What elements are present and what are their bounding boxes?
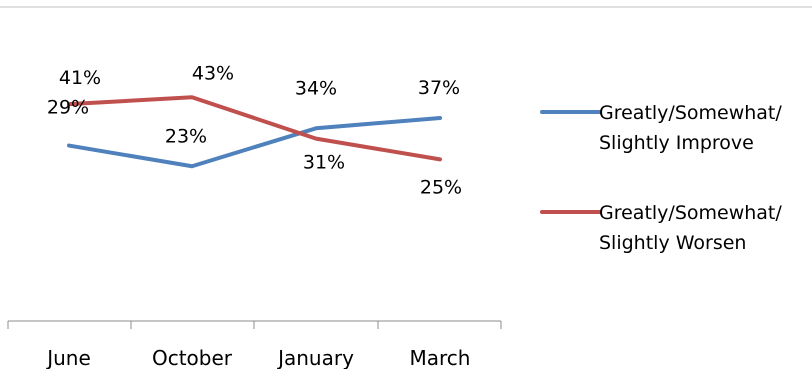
data-label: 34%: [295, 77, 337, 99]
legend-label: Slightly Improve: [599, 132, 754, 154]
data-label: 25%: [420, 176, 462, 198]
legend-label: Greatly/Somewhat/: [599, 202, 782, 224]
data-labels: 29% 23% 34% 37% 41% 43% 31% 25%: [47, 62, 462, 198]
x-axis: June October January March: [7, 320, 502, 369]
data-label: 29%: [47, 97, 89, 119]
x-tick-label: October: [152, 346, 233, 369]
data-label: 31%: [303, 152, 345, 174]
data-label: 43%: [192, 62, 234, 84]
series-line-improve: [67, 115, 442, 169]
x-tick-label: March: [410, 346, 471, 369]
data-label: 37%: [418, 77, 460, 99]
series-line-worsen: [67, 95, 442, 162]
legend-label: Greatly/Somewhat/: [599, 102, 782, 124]
legend-label: Slightly Worsen: [599, 232, 746, 254]
data-label: 41%: [59, 67, 101, 89]
x-tick-label: June: [45, 346, 91, 369]
data-label: 23%: [165, 125, 207, 147]
plot-area: [67, 95, 442, 169]
legend: Greatly/Somewhat/Slightly Improve Greatly…: [540, 102, 782, 254]
x-tick-label: January: [276, 346, 354, 369]
